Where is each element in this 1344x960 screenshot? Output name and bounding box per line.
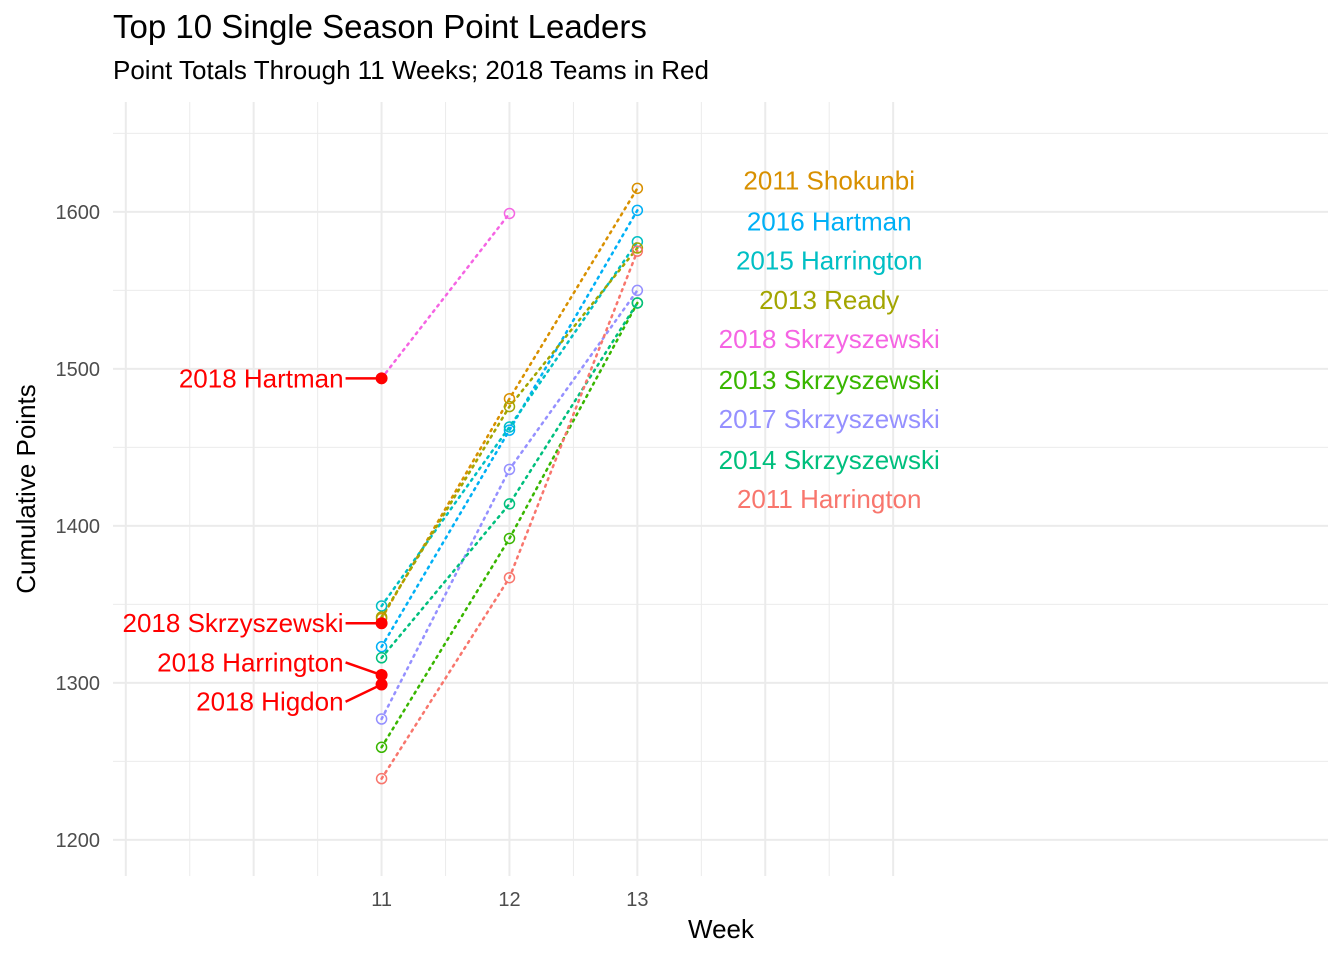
data-point — [631, 284, 644, 297]
data-point — [503, 463, 516, 476]
series-line — [380, 209, 639, 649]
grid — [113, 102, 1328, 876]
highlight-point — [375, 372, 388, 385]
highlight-label: 2018 Hartman — [179, 363, 344, 393]
data-point — [375, 713, 388, 725]
series-line — [380, 212, 511, 380]
data-point — [503, 532, 516, 545]
y-tick-label: 1500 — [56, 359, 101, 381]
series-label: 2018 Skrzyszewski — [719, 324, 940, 354]
data-point — [503, 207, 516, 220]
data-point — [503, 400, 516, 413]
y-tick-label: 1400 — [56, 516, 101, 538]
series-line — [380, 240, 639, 608]
x-tick-label: 12 — [498, 889, 520, 911]
series-label: 2013 Skrzyszewski — [719, 365, 940, 395]
series-label: 2016 Hartman — [747, 206, 912, 236]
highlight-connector — [345, 661, 382, 677]
series-line — [380, 249, 639, 780]
x-axis-title: Week — [688, 914, 755, 944]
data-point — [631, 297, 644, 309]
series-lines — [380, 187, 639, 780]
series-label: 2011 Shokunbi — [743, 165, 915, 195]
series-label: 2015 Harrington — [736, 246, 922, 276]
highlight-label: 2018 Skrzyszewski — [123, 608, 344, 638]
series-line — [380, 301, 639, 749]
data-point — [631, 242, 644, 254]
highlight-label: 2018 Harrington — [157, 647, 343, 677]
y-tick-label: 1200 — [56, 830, 101, 852]
data-point — [375, 652, 388, 664]
data-point — [503, 498, 516, 510]
data-point — [631, 245, 644, 257]
chart-title: Top 10 Single Season Point Leaders — [113, 8, 647, 45]
data-point — [375, 741, 388, 754]
chart-subtitle: Point Totals Through 11 Weeks; 2018 Team… — [113, 55, 709, 85]
series-labels: 2011 Shokunbi 2016 Hartman 2015 Harrington… — [719, 165, 940, 514]
highlight-label: 2018 Higdon — [196, 687, 343, 717]
series-label: 2017 Skrzyszewski — [719, 404, 940, 434]
series-label: 2013 Ready — [759, 285, 899, 315]
series-line — [380, 246, 639, 619]
y-axis-title: Cumulative Points — [11, 384, 41, 594]
x-tick-label: 13 — [626, 889, 648, 911]
y-tick-label: 1600 — [56, 202, 101, 224]
highlight-point — [375, 678, 388, 691]
data-point — [503, 571, 516, 584]
series-line — [380, 301, 639, 660]
highlight-point — [375, 617, 388, 630]
data-point — [503, 424, 516, 436]
data-point — [375, 641, 388, 653]
highlight-point — [375, 669, 388, 682]
data-point — [503, 392, 516, 405]
highlight-connector — [345, 683, 383, 703]
data-point — [631, 204, 644, 217]
highlighted-teams: 2018 Hartman 2018 Skrzyszewski 2018 Harrin… — [123, 363, 388, 717]
x-tick-label: 11 — [371, 889, 392, 911]
series-label: 2014 Skrzyszewski — [719, 445, 940, 475]
tick-labels: 11 12 13 1200 1300 1400 1500 1600 — [56, 202, 649, 911]
series-line — [380, 289, 639, 721]
y-tick-label: 1300 — [56, 673, 101, 695]
data-point — [375, 772, 388, 785]
data-point — [375, 600, 388, 612]
series-label: 2011 Harrington — [737, 484, 922, 514]
data-point — [503, 421, 516, 433]
data-point — [631, 182, 644, 195]
